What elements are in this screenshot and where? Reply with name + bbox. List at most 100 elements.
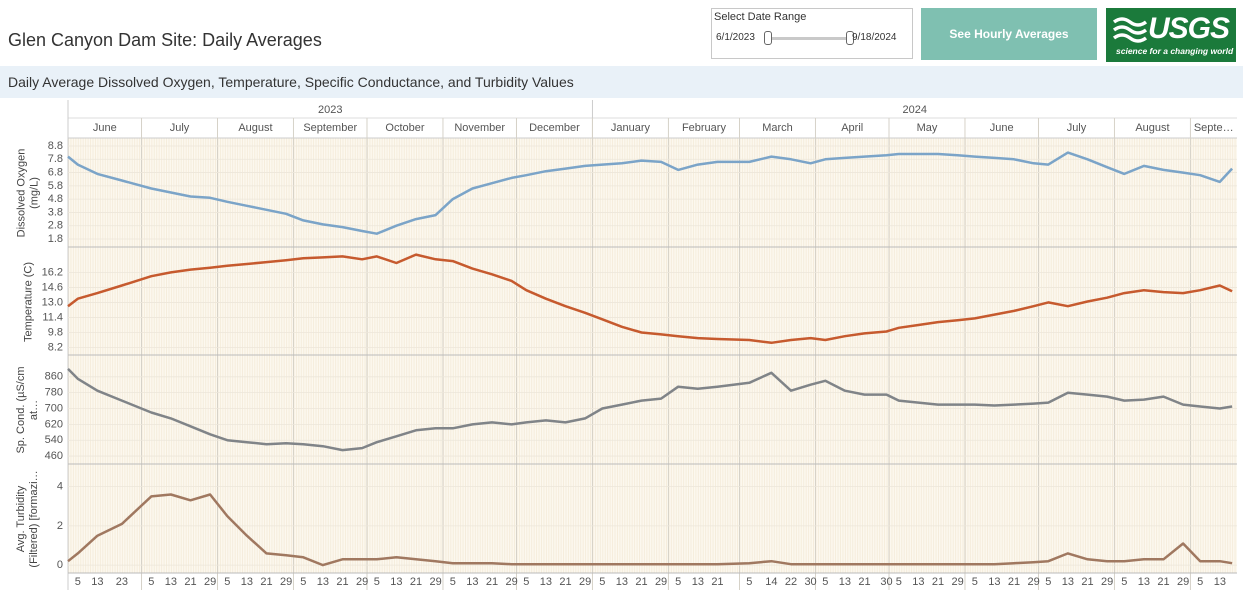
month-label: November — [454, 122, 505, 134]
x-tick-label: 29 — [579, 576, 591, 588]
y-tick-label: 4 — [57, 481, 63, 493]
usgs-logo[interactable]: USGS science for a changing world — [1106, 8, 1236, 62]
x-tick-label: 5 — [75, 576, 81, 588]
y-tick-label: 2 — [57, 520, 63, 532]
x-tick-label: 13 — [91, 576, 103, 588]
month-label: February — [682, 122, 727, 134]
slider-track[interactable] — [768, 37, 848, 40]
y-tick-label: 780 — [45, 387, 63, 399]
month-label: July — [1067, 122, 1087, 134]
x-tick-label: 21 — [184, 576, 196, 588]
x-tick-label: 5 — [224, 576, 230, 588]
x-tick-label: 5 — [822, 576, 828, 588]
x-tick-label: 21 — [486, 576, 498, 588]
y-axis-label: Dissolved Oxygen (mg/L) — [15, 148, 40, 237]
x-tick-label: 21 — [711, 576, 723, 588]
x-tick-label: 13 — [241, 576, 253, 588]
x-tick-label: 13 — [912, 576, 924, 588]
month-label: April — [841, 122, 863, 134]
x-tick-label: 13 — [692, 576, 704, 588]
x-tick-label: 13 — [165, 576, 177, 588]
x-tick-label: 29 — [951, 576, 963, 588]
x-tick-label: 21 — [635, 576, 647, 588]
range-end: 9/18/2024 — [852, 32, 897, 43]
date-range-filter[interactable]: Select Date Range 6/1/2023 9/18/2024 — [711, 8, 913, 59]
y-tick-label: 3.8 — [48, 206, 63, 218]
x-tick-label: 21 — [858, 576, 870, 588]
series-line — [67, 253, 1233, 345]
y-tick-label: 8.8 — [48, 140, 63, 152]
subtitle-bar: Daily Average Dissolved Oxygen, Temperat… — [0, 66, 1243, 98]
x-tick-label: 13 — [317, 576, 329, 588]
x-tick-label: 23 — [116, 576, 128, 588]
x-tick-label: 21 — [559, 576, 571, 588]
series-line — [67, 493, 1233, 567]
x-tick-label: 29 — [1101, 576, 1113, 588]
x-tick-label: 21 — [260, 576, 272, 588]
y-axis-label: Avg. Turbidity (Filtered) [formazi… — [15, 470, 40, 568]
month-label: September — [303, 122, 357, 134]
month-label: January — [611, 122, 651, 134]
x-tick-label: 29 — [429, 576, 441, 588]
month-label: March — [762, 122, 793, 134]
y-tick-label: 700 — [45, 402, 63, 414]
slider-handle[interactable] — [764, 31, 772, 45]
x-tick-label: 5 — [523, 576, 529, 588]
y-tick-label: 8.2 — [48, 341, 63, 353]
x-tick-label: 13 — [1214, 576, 1226, 588]
x-tick-label: 29 — [655, 576, 667, 588]
filter-label: Select Date Range — [714, 11, 807, 23]
x-tick-label: 13 — [1138, 576, 1150, 588]
x-tick-label: 29 — [204, 576, 216, 588]
x-tick-label: 13 — [988, 576, 1000, 588]
month-label: July — [170, 122, 190, 134]
y-tick-label: 540 — [45, 434, 63, 446]
y-tick-label: 14.6 — [42, 281, 63, 293]
y-tick-label: 6.8 — [48, 166, 63, 178]
y-tick-label: 2.8 — [48, 220, 63, 232]
y-tick-label: 620 — [45, 418, 63, 430]
x-tick-label: 21 — [410, 576, 422, 588]
x-tick-label: 22 — [785, 576, 797, 588]
x-tick-label: 5 — [1045, 576, 1051, 588]
month-label: June — [93, 122, 117, 134]
x-tick-label: 29 — [505, 576, 517, 588]
range-start: 6/1/2023 — [716, 32, 755, 43]
x-tick-label: 13 — [540, 576, 552, 588]
month-label: December — [529, 122, 580, 134]
x-tick-label: 13 — [390, 576, 402, 588]
x-tick-label: 5 — [972, 576, 978, 588]
month-label: May — [917, 122, 938, 134]
logo-text: USGS — [1148, 12, 1230, 45]
series-line — [67, 368, 1233, 452]
x-tick-label: 30 — [804, 576, 816, 588]
y-tick-label: 460 — [45, 450, 63, 462]
year-label: 2023 — [318, 104, 342, 116]
x-tick-label: 14 — [765, 576, 777, 588]
x-tick-label: 5 — [599, 576, 605, 588]
page-title: Glen Canyon Dam Site: Daily Averages — [8, 30, 322, 50]
x-tick-label: 13 — [466, 576, 478, 588]
x-tick-label: 21 — [932, 576, 944, 588]
x-tick-label: 29 — [1027, 576, 1039, 588]
x-tick-label: 5 — [374, 576, 380, 588]
x-tick-label: 5 — [1121, 576, 1127, 588]
x-tick-label: 5 — [1197, 576, 1203, 588]
hourly-button[interactable]: See Hourly Averages — [921, 8, 1097, 60]
x-tick-label: 30 — [880, 576, 892, 588]
x-tick-label: 21 — [336, 576, 348, 588]
month-label: October — [385, 122, 424, 134]
slider-handle[interactable] — [846, 31, 854, 45]
y-tick-label: 5.8 — [48, 180, 63, 192]
month-label: Septe… — [1194, 122, 1234, 134]
chart-title: Daily Average Dissolved Oxygen, Temperat… — [8, 74, 574, 90]
x-tick-label: 13 — [1062, 576, 1074, 588]
year-label: 2024 — [902, 104, 926, 116]
y-tick-label: 13.0 — [42, 296, 63, 308]
y-tick-label: 11.4 — [42, 311, 63, 323]
x-tick-label: 5 — [896, 576, 902, 588]
x-tick-label: 13 — [839, 576, 851, 588]
y-tick-label: 0 — [57, 559, 63, 571]
x-tick-label: 29 — [1177, 576, 1189, 588]
